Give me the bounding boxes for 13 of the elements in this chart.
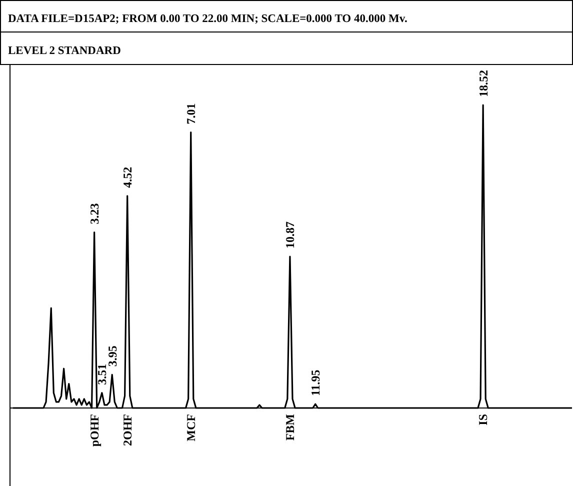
annotation: FBM	[282, 414, 297, 441]
x-tick-label: 3.23	[88, 203, 102, 224]
x-tick-label: 7.01	[184, 103, 198, 124]
chart-subtitle: LEVEL 2 STANDARD	[8, 45, 121, 57]
annotation: IS	[476, 414, 490, 426]
x-tick-label: 10.87	[283, 222, 298, 248]
x-tick-label: 4.52	[120, 166, 135, 188]
annotation: 2OHF	[120, 414, 134, 446]
x-tick-label: 11.95	[308, 370, 323, 396]
x-tick-label: 18.52	[476, 70, 490, 97]
annotation: pOHF	[87, 414, 102, 447]
chart-title: DATA FILE=D15AP2; FROM 0.00 TO 22.00 MIN; SCALE=0.000 TO 40.000 Mv.	[8, 13, 408, 25]
annotation: MCF	[184, 414, 198, 442]
